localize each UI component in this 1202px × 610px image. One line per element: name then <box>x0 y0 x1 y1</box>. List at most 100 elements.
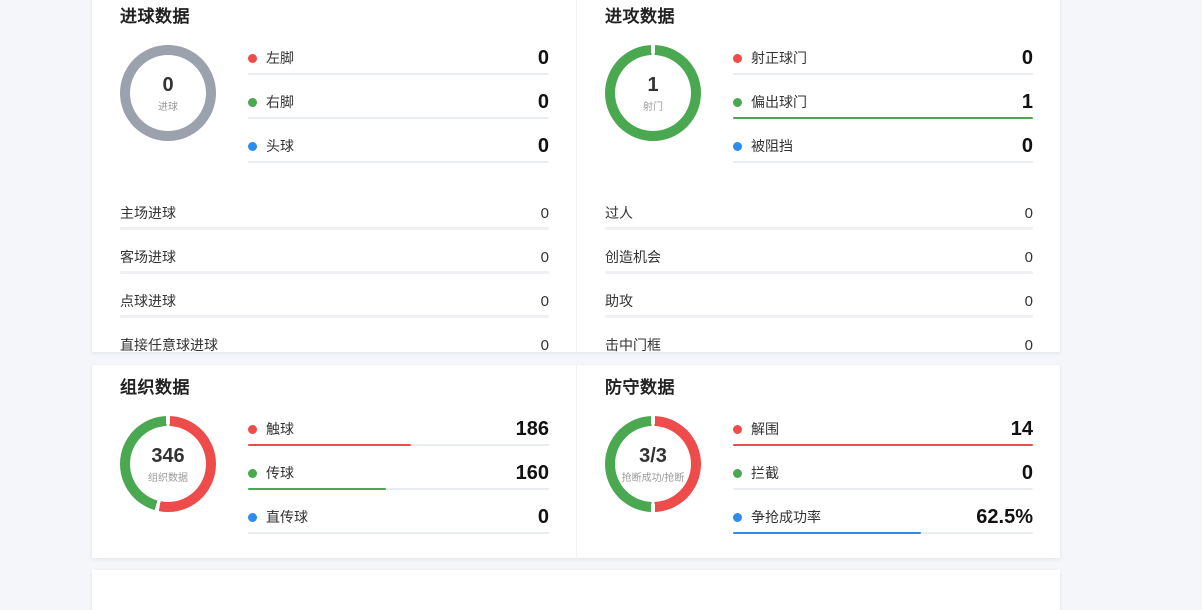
legend-bar <box>733 532 1033 534</box>
donut-center: 3/3 抢断成功/抢断 <box>615 426 691 502</box>
legend-value: 0 <box>537 90 549 113</box>
legend-dot-icon <box>248 97 257 107</box>
panel-title: 防守数据 <box>605 378 675 397</box>
legend-dot-icon <box>733 53 742 63</box>
stat-value: 0 <box>1024 292 1033 310</box>
legend-row: 偏出球门 1 <box>733 89 1033 119</box>
legend-value: 0 <box>1021 46 1033 69</box>
donut-chart: 1 射门 <box>605 45 701 141</box>
stat-label: 主场进球 <box>120 205 176 221</box>
legend-row: 头球 0 <box>248 133 549 163</box>
stat-value: 0 <box>1024 204 1033 222</box>
donut-chart: 0 进球 <box>120 45 216 141</box>
legend-value: 186 <box>515 417 549 440</box>
donut-chart: 346 组织数据 <box>120 416 216 512</box>
stats-card-top: 进球数据 0 进球 左脚 0 <box>92 0 1060 352</box>
stat-bar <box>605 271 1033 274</box>
panel-chart-area: 346 组织数据 触球 186 传球 160 <box>120 408 549 548</box>
stat-row: 主场进球 0 <box>120 203 549 230</box>
donut-center: 346 组织数据 <box>130 426 206 502</box>
panel-chart-area: 3/3 抢断成功/抢断 解围 14 拦截 0 <box>605 408 1033 548</box>
legend-label: 头球 <box>266 138 294 154</box>
stat-row: 过人 0 <box>605 203 1033 230</box>
legend-dot-icon <box>248 53 257 63</box>
legend-dot-icon <box>248 424 257 434</box>
legend-bar <box>733 444 1033 446</box>
donut-center-value: 3/3 <box>639 444 667 467</box>
legend-dot-icon <box>733 424 742 434</box>
legend-bar <box>248 73 549 75</box>
stat-value: 0 <box>540 292 549 310</box>
donut-center: 0 进球 <box>130 55 206 131</box>
donut-center-label: 组织数据 <box>148 472 188 484</box>
donut-center-label: 抢断成功/抢断 <box>621 472 685 484</box>
panel-organization-data: 组织数据 346 组织数据 触球 186 <box>92 365 576 558</box>
stats-card-next-partial <box>92 570 1060 610</box>
panel-chart-area: 1 射门 射正球门 0 偏出球门 1 <box>605 37 1033 177</box>
stat-label: 客场进球 <box>120 249 176 265</box>
legend-label: 传球 <box>266 465 294 481</box>
legend-label: 拦截 <box>751 465 779 481</box>
stat-row: 创造机会 0 <box>605 247 1033 274</box>
legend-label: 直传球 <box>266 509 308 525</box>
legend-label: 被阻挡 <box>751 138 793 154</box>
legend-bar <box>733 161 1033 163</box>
donut-center-value: 1 <box>647 73 659 96</box>
legend-row: 传球 160 <box>248 460 549 490</box>
stat-bar <box>120 315 549 318</box>
legend-label: 解围 <box>751 421 779 437</box>
legend-row: 右脚 0 <box>248 89 549 119</box>
stat-row: 击中门框 0 <box>605 335 1033 353</box>
stat-bar <box>605 227 1033 230</box>
legend-label: 争抢成功率 <box>751 509 821 525</box>
stat-row: 直接任意球进球 0 <box>120 335 549 353</box>
donut-center-label: 射门 <box>643 101 663 113</box>
stat-row: 客场进球 0 <box>120 247 549 274</box>
panel-goal-data: 进球数据 0 进球 左脚 0 <box>92 0 576 352</box>
donut-center: 1 射门 <box>615 55 691 131</box>
legend-value: 0 <box>537 134 549 157</box>
stat-label: 直接任意球进球 <box>120 337 218 352</box>
stat-label: 过人 <box>605 205 633 221</box>
stat-value: 0 <box>540 204 549 222</box>
legend-row: 直传球 0 <box>248 504 549 534</box>
legend-dot-icon <box>733 141 742 151</box>
legend-dot-icon <box>248 141 257 151</box>
legend-bar <box>248 161 549 163</box>
stat-bar <box>120 271 549 274</box>
donut-center-label: 进球 <box>158 101 178 113</box>
legend-bar <box>248 117 549 119</box>
panel-title: 进攻数据 <box>605 7 675 26</box>
panel-title: 组织数据 <box>120 378 190 397</box>
legend: 射正球门 0 偏出球门 1 被阻挡 <box>733 45 1033 177</box>
legend-dot-icon <box>248 468 257 478</box>
legend-bar <box>248 444 549 446</box>
legend-value: 0 <box>1021 461 1033 484</box>
legend-bar <box>733 73 1033 75</box>
legend-row: 触球 186 <box>248 416 549 446</box>
legend-bar <box>733 117 1033 119</box>
stat-label: 创造机会 <box>605 249 661 265</box>
stat-label: 助攻 <box>605 293 633 309</box>
legend-bar <box>733 488 1033 490</box>
stat-row: 助攻 0 <box>605 291 1033 318</box>
legend-bar <box>248 532 549 534</box>
stat-value: 0 <box>540 336 549 353</box>
stat-value: 0 <box>1024 248 1033 266</box>
legend-row: 解围 14 <box>733 416 1033 446</box>
donut-center-value: 346 <box>151 444 185 467</box>
legend-value: 160 <box>515 461 549 484</box>
panel-defense-data: 防守数据 3/3 抢断成功/抢断 解围 14 <box>576 365 1060 558</box>
legend-value: 1 <box>1021 90 1033 113</box>
legend-bar <box>248 488 549 490</box>
stat-bar <box>605 315 1033 318</box>
stat-value: 0 <box>540 248 549 266</box>
stat-label: 点球进球 <box>120 293 176 309</box>
legend: 解围 14 拦截 0 争抢成功率 <box>733 416 1033 548</box>
stat-list: 主场进球 0 客场进球 0 点球进球 0 <box>120 203 549 352</box>
legend-row: 射正球门 0 <box>733 45 1033 75</box>
legend-row: 拦截 0 <box>733 460 1033 490</box>
legend-label: 左脚 <box>266 50 294 66</box>
legend: 触球 186 传球 160 直传球 <box>248 416 549 548</box>
legend-label: 射正球门 <box>751 50 807 66</box>
